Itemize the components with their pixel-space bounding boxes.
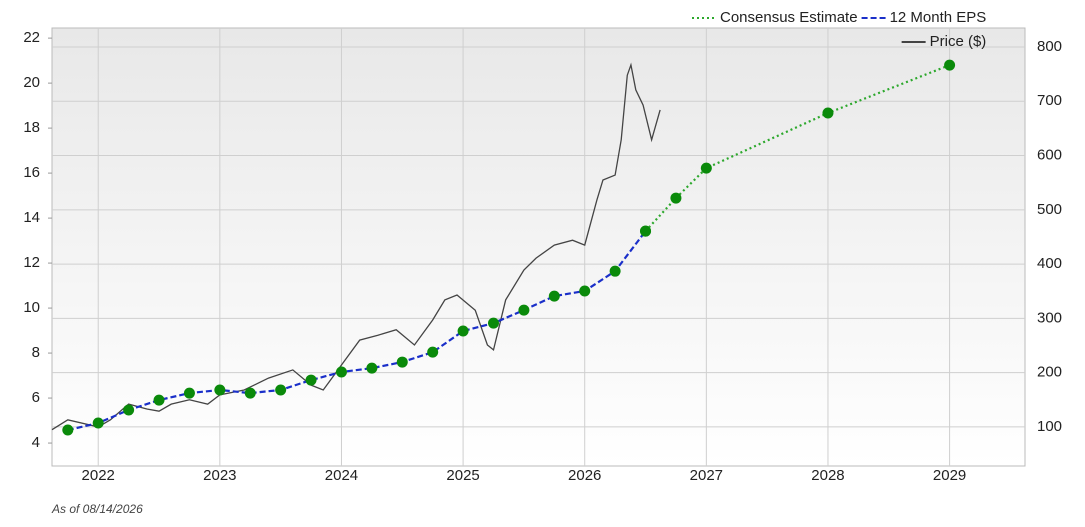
y-tick-label: 20 bbox=[23, 74, 40, 91]
data-point bbox=[487, 317, 499, 329]
data-point bbox=[396, 356, 408, 368]
x-tick-label: 2023 bbox=[203, 467, 236, 484]
data-point bbox=[123, 404, 135, 416]
data-point bbox=[548, 290, 560, 302]
data-point bbox=[427, 346, 439, 358]
x-tick-label: 2028 bbox=[811, 467, 844, 484]
y-tick-label: 22 bbox=[23, 29, 40, 46]
x-tick-label: 2022 bbox=[82, 467, 115, 484]
y-tick-label: 8 bbox=[32, 344, 40, 361]
y2-tick-label: 800 bbox=[1037, 38, 1062, 55]
y2-tick-label: 200 bbox=[1037, 364, 1062, 381]
legend-label: Consensus Estimate bbox=[720, 9, 858, 26]
data-point bbox=[366, 362, 378, 374]
data-point bbox=[700, 162, 712, 174]
data-point bbox=[62, 424, 74, 436]
legend-label: 12 Month EPS bbox=[890, 9, 987, 26]
footnote: As of 08/14/2026 bbox=[51, 502, 143, 516]
data-point bbox=[305, 374, 317, 386]
y2-tick-label: 100 bbox=[1037, 418, 1062, 435]
data-point bbox=[457, 325, 469, 337]
y-tick-label: 16 bbox=[23, 164, 40, 181]
x-tick-label: 2026 bbox=[568, 467, 601, 484]
y-tick-label: 6 bbox=[32, 389, 40, 406]
data-point bbox=[944, 59, 956, 71]
y-tick-label: 14 bbox=[23, 209, 40, 226]
data-point bbox=[640, 225, 652, 237]
x-tick-label: 2024 bbox=[325, 467, 358, 484]
data-point bbox=[670, 192, 682, 204]
x-tick-label: 2025 bbox=[446, 467, 479, 484]
data-point bbox=[579, 285, 591, 297]
series-line bbox=[51, 62, 661, 431]
data-point bbox=[335, 366, 347, 378]
x-tick-label: 2029 bbox=[933, 467, 966, 484]
data-point bbox=[183, 387, 195, 399]
y2-tick-label: 300 bbox=[1037, 309, 1062, 326]
y2-tick-label: 700 bbox=[1037, 92, 1062, 109]
data-point bbox=[92, 417, 104, 429]
y2-tick-label: 400 bbox=[1037, 255, 1062, 272]
x-tick-label: 2027 bbox=[690, 467, 723, 484]
y-tick-label: 10 bbox=[23, 299, 40, 316]
data-point bbox=[609, 265, 621, 277]
data-point bbox=[275, 384, 287, 396]
data-point bbox=[518, 304, 530, 316]
y2-tick-label: 500 bbox=[1037, 201, 1062, 218]
y-tick-label: 18 bbox=[23, 119, 40, 136]
legend-label: Price ($) bbox=[930, 33, 987, 50]
y-tick-label: 4 bbox=[32, 434, 40, 451]
data-point bbox=[244, 387, 256, 399]
data-point bbox=[822, 107, 834, 119]
data-point bbox=[153, 394, 165, 406]
y2-tick-label: 600 bbox=[1037, 147, 1062, 164]
data-point bbox=[214, 384, 226, 396]
y-tick-label: 12 bbox=[23, 254, 40, 271]
